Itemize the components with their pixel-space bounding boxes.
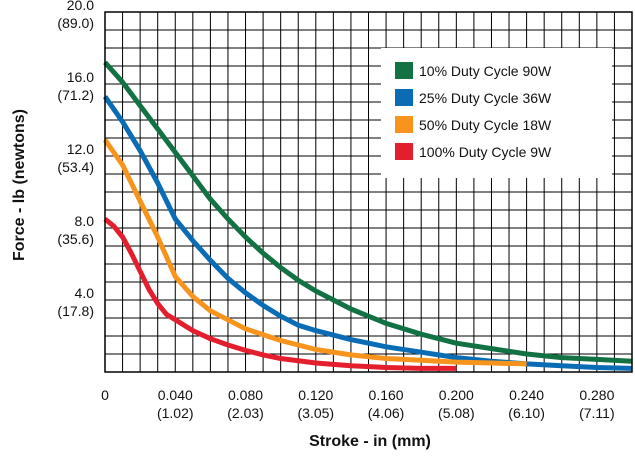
x-tick-label: 0.240 [509,387,544,403]
x-tick-label: 0.040 [158,387,193,403]
series-layer [102,60,633,371]
x-tick-sublabel: (6.10) [508,405,545,421]
y-axis-ticks: 20.0 (89.0) 16.0 (71.2) 12.0 (53.4) 8.0 (35.6) 4… [57,0,94,319]
x-axis-title: Stroke - in (mm) [309,433,431,450]
y-tick-sublabel: (53.4) [57,159,94,175]
legend-swatch-0 [395,62,413,79]
legend-label-0: 10% Duty Cycle 90W [419,63,552,79]
legend-items: 10% Duty Cycle 90W 25% Duty Cycle 36W 50% … [395,62,552,160]
x-axis-ticks: 0 0.040 (1.02) 0.080 (2.03) 0.120 (3.05) 0.160 (… [101,387,615,421]
x-tick-sublabel: (4.06) [368,405,405,421]
x-tick-label: 0.200 [439,387,474,403]
legend-label-1: 25% Duty Cycle 36W [419,90,552,106]
series-line-0 [103,60,633,364]
y-tick-label: 16.0 [67,69,94,85]
x-tick-label: 0.280 [579,387,614,403]
y-tick-sublabel: (35.6) [57,231,94,247]
series-line-2 [102,138,527,367]
x-tick-sublabel: (1.02) [157,405,194,421]
y-tick-label: 8.0 [75,213,95,229]
y-tick-sublabel: (89.0) [57,15,94,31]
y-tick-sublabel: (17.8) [57,303,94,319]
x-tick-label: 0.160 [369,387,404,403]
legend-swatch-2 [395,116,413,133]
y-axis-title: Force - lb (newtons) [11,109,28,261]
x-tick-sublabel: (5.08) [438,405,475,421]
legend-label-3: 100% Duty Cycle 9W [419,144,552,160]
x-tick-label: 0.080 [228,387,263,403]
x-tick-sublabel: (3.05) [298,405,335,421]
y-tick-label: 12.0 [67,141,94,157]
x-tick-sublabel: (7.11) [579,405,615,421]
series-line-3 [103,217,457,371]
plot-frame [104,11,633,373]
legend-swatch-1 [395,89,413,106]
legend: 10% Duty Cycle 90W 25% Duty Cycle 36W 50% … [381,48,612,178]
legend-background [381,48,612,178]
frame-layer [104,11,633,373]
x-tick-sublabel: (2.03) [227,405,264,421]
x-tick-label: 0 [101,387,109,403]
x-tick-label: 0.120 [298,387,333,403]
y-tick-label: 20.0 [67,0,94,13]
y-tick-label: 4.0 [75,285,95,301]
legend-swatch-3 [395,143,413,160]
y-tick-sublabel: (71.2) [57,87,94,103]
legend-label-2: 50% Duty Cycle 18W [419,117,552,133]
